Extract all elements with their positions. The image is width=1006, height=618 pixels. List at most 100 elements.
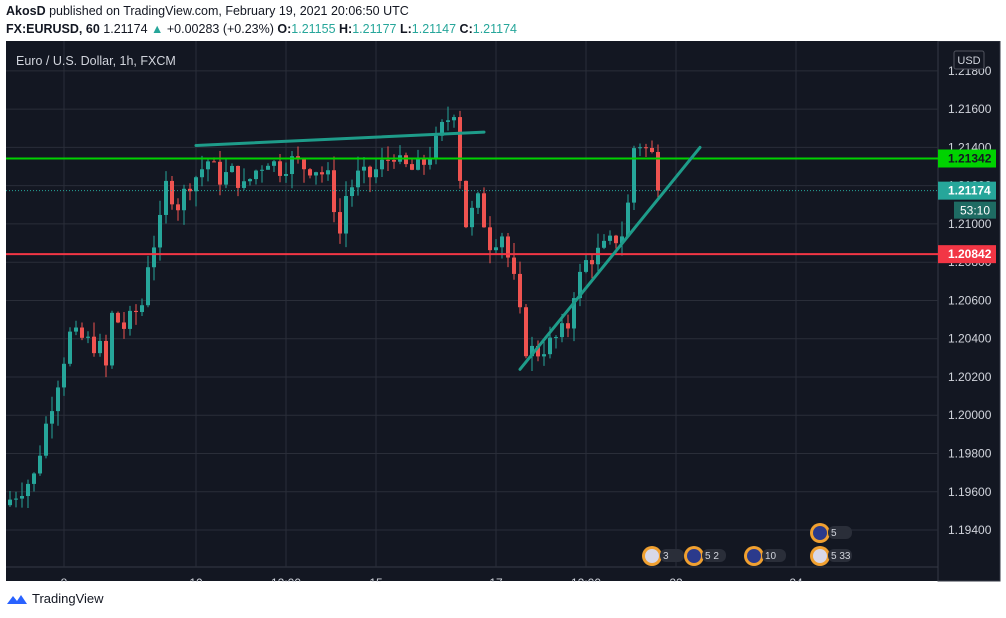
flag-eu-icon <box>747 549 761 563</box>
candle-body <box>536 345 540 357</box>
publish-details: published on TradingView.com, February 1… <box>49 4 409 18</box>
candle-body <box>452 117 456 121</box>
candle-body <box>182 188 186 211</box>
y-tick-label: 1.19600 <box>948 485 992 499</box>
event-count: 10 <box>765 551 777 562</box>
candle-body <box>638 147 642 149</box>
y-tick-label: 1.20600 <box>948 293 992 307</box>
candle-body <box>86 336 90 338</box>
event-count: 5 <box>831 528 837 539</box>
candle-body <box>104 340 108 366</box>
candle-body <box>620 236 624 244</box>
candle-body <box>344 196 348 234</box>
candle-body <box>146 267 150 306</box>
candle-body <box>170 180 174 205</box>
candle-body <box>584 260 588 272</box>
brand-name: TradingView <box>32 591 104 606</box>
event-badge <box>660 549 684 562</box>
candle-body <box>542 354 546 357</box>
close-value: 1.21174 <box>472 22 518 36</box>
candle-body <box>470 207 474 228</box>
candle-body <box>476 193 480 208</box>
candle-body <box>152 247 156 268</box>
y-tick-label: 1.19800 <box>948 447 992 461</box>
candle-body <box>392 159 396 162</box>
candle-body <box>404 155 408 165</box>
last-price-tag <box>938 181 996 200</box>
candle-body <box>308 169 312 176</box>
candle-body <box>380 159 384 170</box>
candle-body <box>578 271 582 299</box>
chart-title: Euro / U.S. Dollar, 1h, FXCM <box>16 54 176 68</box>
candle-body <box>278 161 282 176</box>
candle-body <box>410 164 414 170</box>
candle-body <box>338 212 342 234</box>
candle-body <box>608 235 612 241</box>
event-count: 5 33 <box>831 551 851 562</box>
candle-body <box>572 298 576 329</box>
candle-body <box>614 235 618 244</box>
last-price: 1.21174 <box>103 22 148 36</box>
author-name[interactable]: AkosD <box>6 4 46 18</box>
candle-body <box>626 202 630 237</box>
low-label: L: <box>399 22 412 36</box>
candle-body <box>500 236 504 248</box>
countdown-tag <box>954 201 996 219</box>
candle-body <box>434 135 438 159</box>
price-chart[interactable]: 1.218001.216001.214001.212001.210001.208… <box>0 41 1006 582</box>
candle-body <box>98 340 102 354</box>
candle-body <box>38 455 42 474</box>
candle-body <box>524 307 528 357</box>
candle-body <box>266 165 270 170</box>
candle-body <box>236 165 240 188</box>
event-badge <box>762 549 786 562</box>
candle-body <box>428 158 432 165</box>
candle-body <box>350 187 354 197</box>
last-price-label: 1.21174 <box>948 184 991 198</box>
candle-body <box>188 188 192 192</box>
support-price-label: 1.20842 <box>948 247 992 261</box>
event-count: 5 2 <box>705 551 719 562</box>
candle-body <box>530 345 534 357</box>
change-arrow-icon: ▲ <box>151 22 164 36</box>
x-tick-label: 10 <box>189 576 203 582</box>
candle-body <box>326 170 330 175</box>
candle-body <box>458 117 462 181</box>
candle-body <box>80 327 84 338</box>
candle-body <box>590 260 594 265</box>
footer-brand[interactable]: TradingView <box>6 591 104 606</box>
x-tick-label: 12:00 <box>571 576 601 582</box>
candle-body <box>602 240 606 248</box>
candle-body <box>320 172 324 175</box>
candle-body <box>440 121 444 136</box>
candle-body <box>656 151 660 191</box>
plot-background <box>6 41 938 581</box>
price-axis-background <box>937 41 1001 582</box>
currency-label: USD <box>957 55 980 67</box>
candle-body <box>158 214 162 248</box>
candle-body <box>224 172 228 185</box>
candle-body <box>248 179 252 182</box>
trendline-1 <box>194 130 486 147</box>
resistance-price-label: 1.21342 <box>948 151 992 165</box>
candle-body <box>26 483 30 497</box>
open-value: 1.21155 <box>291 22 336 36</box>
candle-body <box>230 165 234 173</box>
y-tick-label: 1.20400 <box>948 332 992 346</box>
candle-body <box>164 180 168 215</box>
candle-body <box>596 247 600 265</box>
symbol-ohlc-line: FX:EURUSD, 60 1.21174 ▲ +0.00283 (+0.23%… <box>6 22 517 36</box>
candle-body <box>20 496 24 499</box>
x-tick-label: 12:00 <box>271 576 301 582</box>
candle-body <box>212 161 216 163</box>
candle-body <box>8 499 12 506</box>
candle-body <box>368 166 372 178</box>
candle-body <box>218 161 222 185</box>
flag-eu-icon <box>687 549 701 563</box>
candle-body <box>374 169 378 178</box>
candle-body <box>650 147 654 152</box>
candle-body <box>14 498 18 500</box>
candle-body <box>290 156 294 175</box>
candle-body <box>314 172 318 176</box>
candle-body <box>260 169 264 171</box>
